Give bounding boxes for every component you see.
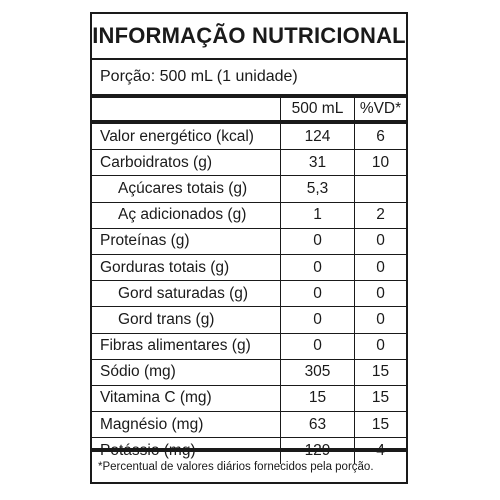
nutrient-name: Magnésio (mg) — [100, 415, 204, 433]
nutrient-vd: 2 — [354, 202, 406, 228]
nutrient-table: 500 mL %VD* Valor energético (kcal) 124 … — [92, 94, 406, 465]
nutrient-qty: 5,3 — [280, 176, 354, 202]
nutrient-qty: 1 — [280, 202, 354, 228]
nutrient-vd: 0 — [354, 254, 406, 281]
nutrient-qty: 0 — [280, 228, 354, 254]
nutrient-qty: 124 — [280, 124, 354, 150]
nutrient-vd — [354, 176, 406, 202]
table-row: Açúcares totais (g) 5,3 — [92, 176, 406, 203]
nutrient-name: Fibras alimentares (g) — [100, 337, 251, 355]
nutrient-name: Proteínas (g) — [100, 232, 190, 250]
nutrient-qty: 0 — [280, 254, 354, 281]
nutrient-vd: 15 — [354, 359, 406, 385]
nutrient-name: Carboidratos (g) — [100, 153, 212, 171]
nutrient-qty: 31 — [280, 150, 354, 176]
nutrient-qty: 305 — [280, 359, 354, 385]
daily-value-footnote: *Percentual de valores diários fornecido… — [92, 448, 406, 482]
nutrient-qty: 0 — [280, 307, 354, 333]
header-vd: %VD* — [354, 98, 406, 120]
nutrient-vd: 0 — [354, 307, 406, 333]
nutrient-vd: 10 — [354, 150, 406, 176]
nutrient-name: Vitamina C (mg) — [100, 389, 212, 407]
table-row: Magnésio (mg) 63 15 — [92, 412, 406, 439]
table-row: Carboidratos (g) 31 10 — [92, 150, 406, 177]
nutrient-name: Valor energético (kcal) — [100, 127, 254, 145]
nutrient-name: Sódio (mg) — [100, 363, 176, 381]
table-row: Gord trans (g) 0 0 — [92, 307, 406, 334]
table-row: Gord saturadas (g) 0 0 — [92, 281, 406, 308]
nutrition-facts-label: INFORMAÇÃO NUTRICIONAL Porção: 500 mL (1… — [90, 12, 408, 484]
nutrient-qty: 0 — [280, 333, 354, 359]
portion-size: Porção: 500 mL (1 unidade) — [92, 58, 406, 94]
table-row: Sódio (mg) 305 15 — [92, 359, 406, 386]
nutrient-name: Açúcares totais (g) — [118, 179, 248, 197]
table-row: Vitamina C (mg) 15 15 — [92, 385, 406, 413]
header-name — [92, 98, 280, 120]
nutrient-vd: 0 — [354, 228, 406, 254]
label-title: INFORMAÇÃO NUTRICIONAL — [92, 23, 406, 48]
table-header-row: 500 mL %VD* — [92, 98, 406, 124]
nutrient-name: Gord saturadas (g) — [118, 284, 249, 302]
nutrient-vd: 0 — [354, 333, 406, 359]
header-qty: 500 mL — [280, 98, 354, 120]
table-row: Gorduras totais (g) 0 0 — [92, 254, 406, 282]
nutrient-name: Gorduras totais (g) — [100, 258, 230, 276]
nutrient-vd: 15 — [354, 385, 406, 412]
nutrient-qty: 0 — [280, 281, 354, 307]
table-row: Proteínas (g) 0 0 — [92, 228, 406, 255]
nutrient-vd: 15 — [354, 412, 406, 438]
nutrient-qty: 63 — [280, 412, 354, 438]
nutrient-vd: 6 — [354, 124, 406, 150]
nutrient-qty: 15 — [280, 385, 354, 412]
table-row: Valor energético (kcal) 124 6 — [92, 124, 406, 151]
nutrient-name: Aç adicionados (g) — [118, 206, 247, 224]
table-row: Fibras alimentares (g) 0 0 — [92, 333, 406, 360]
nutrient-vd: 0 — [354, 281, 406, 307]
table-row: Aç adicionados (g) 1 2 — [92, 202, 406, 229]
nutrient-name: Gord trans (g) — [118, 310, 215, 328]
